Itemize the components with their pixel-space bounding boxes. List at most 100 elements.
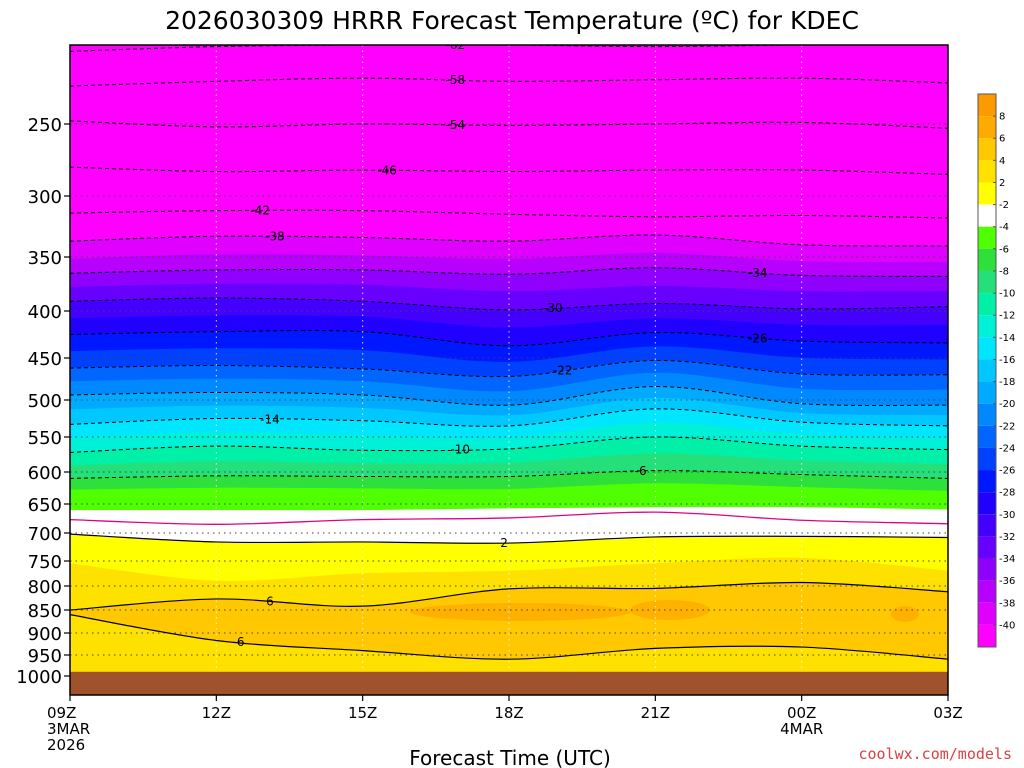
y-tick-label: 450 — [28, 349, 62, 370]
colorbar-label: -10 — [999, 289, 1015, 300]
colorbar-label: -36 — [999, 576, 1015, 587]
grid-lines — [70, 45, 948, 695]
isotherm-line — [70, 77, 948, 87]
isotherm-label: -22 — [553, 364, 573, 378]
colorbar-label: -4 — [999, 222, 1009, 233]
isotherm-line — [70, 581, 948, 611]
colorbar-label: 8 — [999, 112, 1005, 123]
x-tick-label: 12Z — [202, 704, 231, 722]
colorbar-label: -12 — [999, 311, 1015, 322]
isotherm-label: -6 — [635, 464, 647, 478]
isotherm-label: -42 — [250, 204, 270, 218]
colorbar-swatch — [978, 94, 996, 117]
colorbar-swatch — [978, 293, 996, 316]
colorbar-swatch — [978, 359, 996, 382]
colorbar-label: -18 — [999, 377, 1015, 388]
colorbar-swatch — [978, 602, 996, 625]
isotherm-label: 6 — [266, 595, 274, 609]
isotherm-label: -30 — [543, 301, 563, 315]
warmest-patch — [410, 603, 630, 621]
colorbar-swatch — [978, 536, 996, 559]
colorbar-label: -32 — [999, 532, 1015, 543]
isotherm-lines: -62-58-54-46-42-38-34-30-26-22-14-10-626… — [70, 38, 948, 660]
colorbar-label: -34 — [999, 554, 1015, 565]
x-tick-label: 15Z — [348, 704, 377, 722]
x-tick-label: 4MAR — [780, 720, 823, 738]
colorbar-swatch — [978, 248, 996, 271]
x-axis-label: Forecast Time (UTC) — [409, 746, 611, 768]
isotherm-label: -26 — [748, 332, 768, 346]
isotherm-line — [70, 511, 948, 525]
colorbar-label: -38 — [999, 598, 1015, 609]
colorbar-swatch — [978, 580, 996, 603]
y-tick-label: 400 — [28, 302, 62, 323]
colorbar-label: -20 — [999, 399, 1015, 410]
x-tick-label: 03Z — [933, 704, 962, 722]
isotherm-label: -14 — [260, 412, 280, 426]
colorbar-swatch — [978, 470, 996, 493]
colorbar-swatch — [978, 182, 996, 205]
colorbar-label: -14 — [999, 333, 1015, 344]
x-tick-label: 18Z — [494, 704, 523, 722]
isotherm-label: -58 — [446, 73, 466, 87]
y-tick-label: 750 — [28, 552, 62, 573]
isotherm-line — [70, 166, 948, 175]
isotherm-label: -62 — [446, 38, 466, 52]
isotherm-label: -46 — [377, 163, 397, 177]
y-tick-label: 900 — [28, 624, 62, 645]
colorbar-swatch — [978, 492, 996, 515]
colorbar-swatch — [978, 624, 996, 647]
y-tick-label: 650 — [28, 495, 62, 516]
colorbar-label: -24 — [999, 443, 1015, 454]
isotherm-label: -54 — [446, 118, 466, 132]
y-tick-label: 700 — [28, 524, 62, 545]
y-tick-label: 600 — [28, 463, 62, 484]
isotherm-line — [70, 120, 948, 129]
colorbar-swatch — [978, 315, 996, 338]
colorbar-label: -2 — [999, 200, 1009, 211]
colorbar-label: -40 — [999, 620, 1015, 631]
y-tick-label: 950 — [28, 646, 62, 667]
isotherm-line — [70, 614, 948, 660]
x-tick-label: 21Z — [641, 704, 670, 722]
ground-fill — [70, 671, 948, 695]
colorbar-swatch — [978, 337, 996, 360]
isotherm-label: -34 — [748, 266, 768, 280]
warmest-patch — [891, 606, 919, 622]
colorbar-label: -28 — [999, 488, 1015, 499]
colorbar-swatch — [978, 226, 996, 249]
x-tick-label: 3MAR — [47, 720, 90, 738]
colorbar-swatch — [978, 403, 996, 426]
y-tick-label: 300 — [28, 187, 62, 208]
colorbar-label: -30 — [999, 510, 1015, 521]
y-tick-label: 550 — [28, 428, 62, 449]
colorbar-swatch — [978, 425, 996, 448]
credit-link[interactable]: coolwx.com/models — [858, 745, 1012, 763]
x-tick-label: 00Z — [787, 704, 816, 722]
colorbar-label: -26 — [999, 466, 1015, 477]
colorbar-frame — [977, 93, 997, 648]
isotherm-line — [70, 533, 948, 544]
y-tick-label: 800 — [28, 577, 62, 598]
colorbar-label: -6 — [999, 244, 1009, 255]
colorbar-swatch — [978, 514, 996, 537]
isotherm-line — [70, 470, 948, 479]
y-tick-label: 850 — [28, 601, 62, 622]
y-axis: 2503003504004505005506006507007508008509… — [16, 115, 70, 688]
colorbar-swatch — [978, 381, 996, 404]
colorbar-swatch — [978, 138, 996, 161]
x-tick-label: 2026 — [47, 736, 85, 754]
chart-title: 2026030309 HRRR Forecast Temperature (ºC… — [165, 6, 859, 35]
colorbar-label: 2 — [999, 178, 1005, 189]
isotherm-label: -38 — [265, 230, 285, 244]
isotherm-label: 6 — [237, 635, 245, 649]
y-tick-label: 250 — [28, 115, 62, 136]
x-tick-label: 09Z — [47, 704, 76, 722]
colorbar-swatch — [978, 160, 996, 183]
colorbar-label: 6 — [999, 134, 1005, 145]
isotherm-line — [70, 209, 948, 219]
colorbar-swatch — [978, 116, 996, 139]
colorbar-swatch — [978, 204, 996, 227]
colorbar-swatch — [978, 447, 996, 471]
